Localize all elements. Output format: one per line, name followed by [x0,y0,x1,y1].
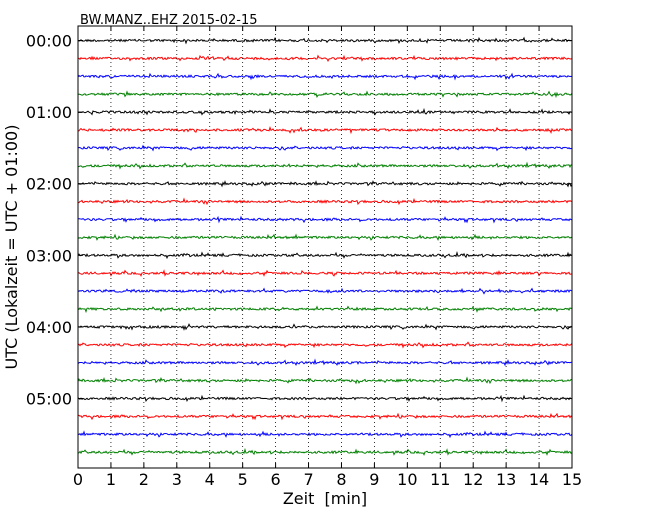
x-tick-label: 3 [172,470,182,489]
trace-0415 [77,341,573,349]
x-tick-label: 6 [271,470,281,489]
x-tick-label: 1 [106,470,116,489]
seismic-traces [77,36,573,456]
trace-0300 [77,250,573,260]
trace-0230 [77,215,573,224]
trace-0030 [77,72,573,81]
trace-0000 [77,36,573,45]
trace-0245 [77,233,573,242]
x-tick-label: 4 [205,470,215,489]
x-axis-ticks: 0 1 2 3 4 5 6 7 8 9 10 11 12 13 14 15 [73,26,582,489]
chart-title: BW.MANZ..EHZ 2015-02-15 [80,13,258,28]
trace-0400 [77,323,573,331]
trace-0530 [77,430,573,439]
y-tick-label: 02:00 [26,175,72,194]
trace-0345 [77,305,573,314]
trace-0100 [77,107,573,116]
x-tick-label: 5 [238,470,248,489]
x-tick-label: 12 [463,470,483,489]
trace-0500 [77,394,573,403]
trace-0545 [77,447,573,456]
plot-frame [77,25,573,469]
y-axis-ticks: 00:00 01:00 02:00 03:00 04:00 05:00 [26,32,572,409]
x-tick-label: 8 [336,470,346,489]
x-tick-label: 15 [562,470,582,489]
trace-0115 [77,125,573,135]
x-tick-label: 13 [496,470,516,489]
x-tick-label: 7 [303,470,313,489]
trace-0315 [77,269,573,277]
y-tick-label: 05:00 [26,390,72,409]
y-axis-label: UTC (Lokalzeit = UTC + 01:00) [2,125,21,370]
y-tick-label: 01:00 [26,103,72,122]
trace-0430 [77,358,573,367]
trace-0145 [77,161,573,170]
trace-0200 [77,180,573,188]
y-tick-label: 00:00 [26,32,72,51]
trace-0130 [77,144,573,152]
x-tick-label: 0 [73,470,83,489]
x-axis-label: Zeit [min] [283,489,367,508]
trace-0215 [77,197,573,206]
trace-0445 [77,376,573,385]
trace-0015 [77,54,573,63]
x-tick-label: 14 [529,470,549,489]
vertical-grid [110,26,540,468]
trace-0045 [77,90,573,99]
y-tick-label: 03:00 [26,246,72,265]
x-tick-label: 11 [430,470,450,489]
x-tick-label: 2 [139,470,149,489]
trace-0330 [77,287,573,295]
y-tick-label: 04:00 [26,318,72,337]
trace-0515 [77,412,573,421]
x-tick-label: 9 [369,470,379,489]
x-tick-label: 10 [397,470,417,489]
